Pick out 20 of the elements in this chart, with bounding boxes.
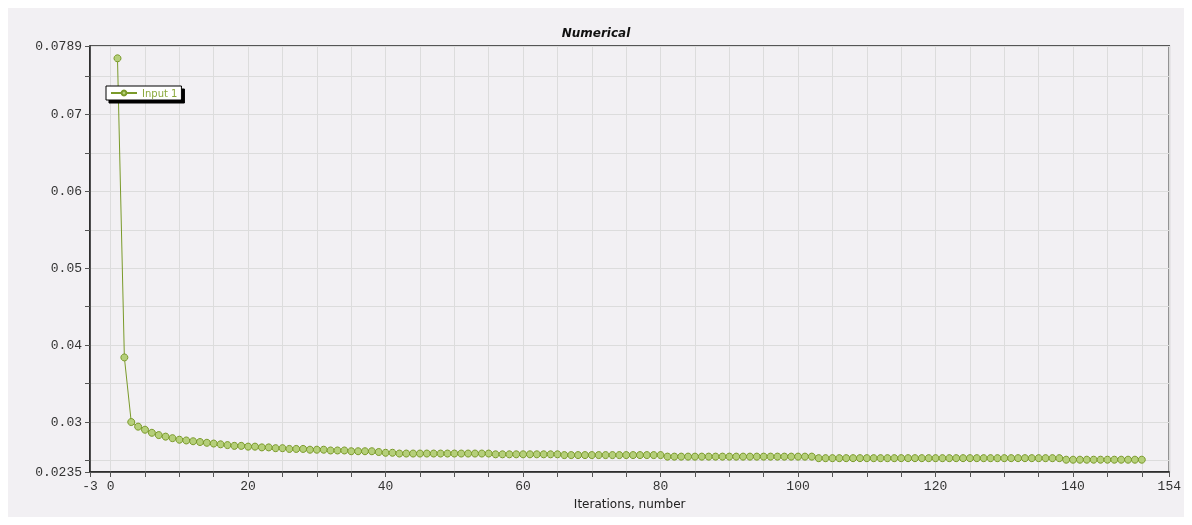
x-tick-label: 40 <box>377 479 394 494</box>
y-tick-label: 0.04 <box>50 337 83 353</box>
chart-title: Numerical <box>561 26 632 40</box>
x-tick-label: 140 <box>1061 479 1085 494</box>
y-tick-label: 0.0789 <box>35 38 82 54</box>
y-tick-label: 0.05 <box>50 260 82 276</box>
x-tick-label: 60 <box>515 479 531 494</box>
legend-label: Input 1 <box>142 87 178 99</box>
y-tick-label: 0.03 <box>50 414 82 430</box>
x-axis-title: Iterations, number <box>573 497 686 511</box>
x-tick-label: 0 <box>106 479 115 494</box>
x-tick-label: 154 <box>1157 479 1182 494</box>
x-tick-label: 120 <box>923 479 948 494</box>
x-tick-label: -3 <box>82 479 98 494</box>
x-tick-label: 100 <box>786 479 810 494</box>
x-tick-label: 80 <box>652 479 669 494</box>
y-tick-label: 0.06 <box>50 183 82 199</box>
y-tick-label: 0.07 <box>50 106 82 122</box>
x-tick-label: 20 <box>240 479 256 494</box>
y-tick-label: 0.0235 <box>35 464 82 480</box>
